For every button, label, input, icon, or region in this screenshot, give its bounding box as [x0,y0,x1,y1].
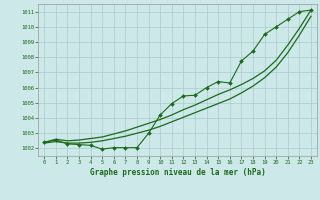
X-axis label: Graphe pression niveau de la mer (hPa): Graphe pression niveau de la mer (hPa) [90,168,266,177]
